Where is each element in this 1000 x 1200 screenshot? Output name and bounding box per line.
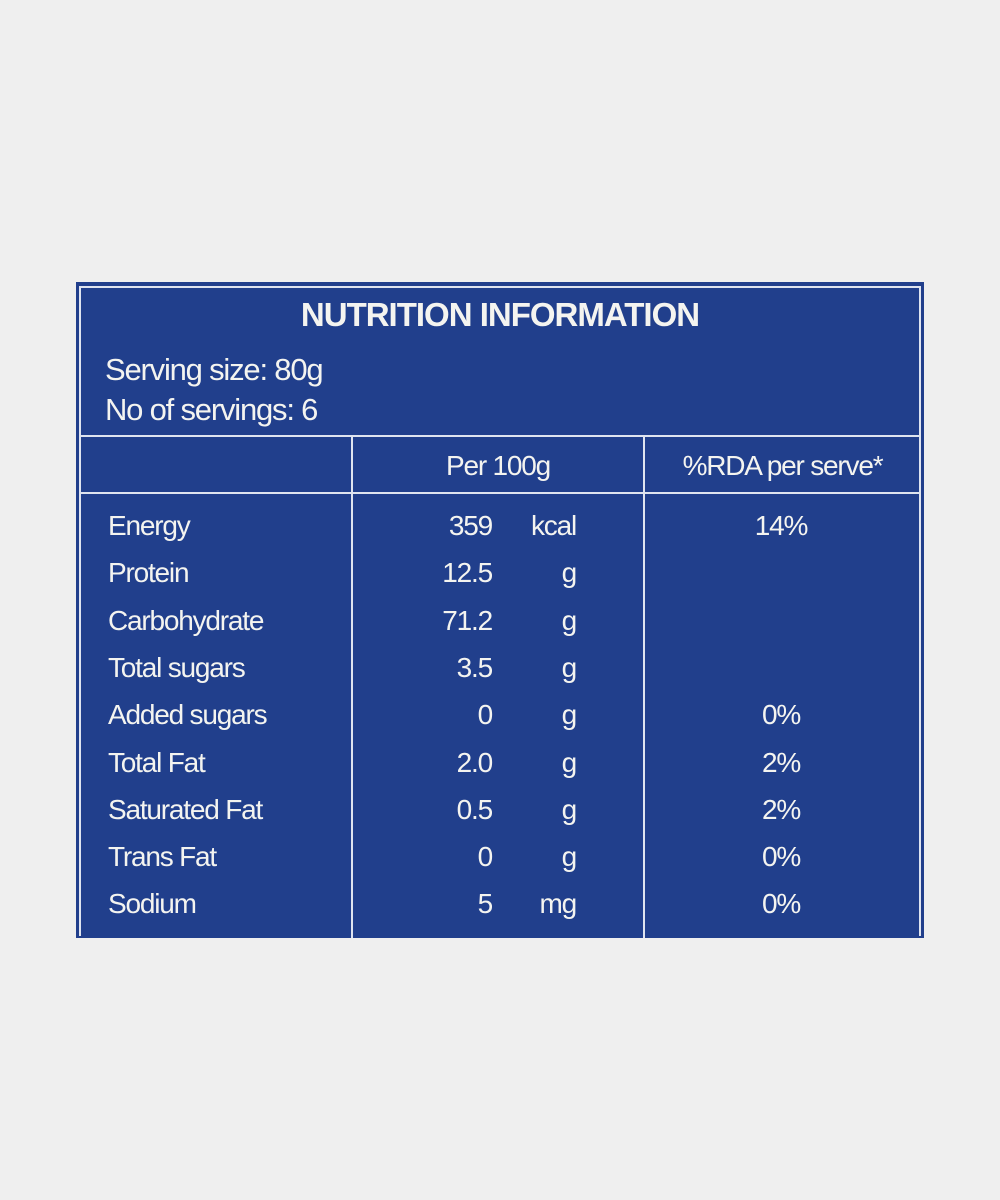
nutrient-rda: 14% (754, 510, 809, 541)
nutrient-unit: g (561, 841, 578, 873)
nutrient-value: 0.5 (456, 793, 494, 825)
nutrient-unit: g (561, 699, 578, 731)
nutrient-row: Total Fat 2.0 g 2% (76, 741, 924, 787)
nutrition-label: NUTRITION INFORMATION Serving size: 80g … (76, 282, 924, 938)
nutrient-unit: g (561, 651, 578, 683)
nutrient-unit: mg (539, 888, 578, 920)
header-per-100g: Per 100g (445, 450, 551, 481)
nutrient-value: 5 (477, 888, 494, 920)
nutrient-row: Carbohydrate 71.2 g (76, 599, 924, 645)
nutrient-name: Added sugars (108, 699, 268, 731)
nutrient-unit: g (561, 793, 578, 825)
nutrient-rda: 2% (761, 746, 801, 778)
nutrient-name: Energy (108, 510, 191, 541)
nutrient-row: Energy 359 kcal 14% (76, 504, 924, 550)
nutrient-value: 3.5 (456, 651, 494, 683)
nutrient-name: Sodium (108, 888, 197, 920)
nutrient-unit: kcal (531, 510, 577, 541)
nutrient-value: 359 (448, 510, 493, 541)
nutrient-name: Saturated Fat (108, 793, 263, 825)
nutrient-row: Sodium 5 mg 0% (76, 882, 924, 928)
nutrient-row: Added sugars 0 g 0% (76, 693, 924, 739)
nutrient-name: Total sugars (108, 651, 246, 683)
nutrient-rda: 2% (761, 793, 801, 825)
nutrient-rda: 0% (761, 841, 801, 873)
nutrient-row: Total sugars 3.5 g (76, 646, 924, 692)
servings-count: No of servings: 6 (105, 392, 318, 427)
nutrient-name: Total Fat (108, 746, 206, 778)
nutrient-name: Protein (108, 557, 190, 589)
nutrient-name: Trans Fat (108, 841, 217, 873)
nutrient-value: 0 (477, 841, 494, 873)
nutrient-row: Trans Fat 0 g 0% (76, 835, 924, 881)
column-divider (643, 435, 645, 938)
label-frame (79, 286, 921, 936)
nutrient-row: Protein 12.5 g (76, 551, 924, 597)
nutrient-unit: g (561, 604, 578, 636)
nutrient-value: 12.5 (442, 557, 493, 589)
nutrient-unit: g (561, 557, 578, 589)
nutrient-value: 0 (477, 699, 494, 731)
divider (79, 435, 921, 437)
divider (79, 492, 921, 494)
nutrient-name: Carbohydrate (108, 604, 264, 636)
nutrient-rda: 0% (761, 699, 801, 731)
label-title: NUTRITION INFORMATION (300, 296, 700, 333)
nutrient-rda: 0% (761, 888, 801, 920)
column-divider (351, 435, 353, 938)
nutrient-value: 71.2 (442, 604, 493, 636)
header-rda: %RDA per serve* (682, 450, 884, 481)
nutrient-unit: g (561, 746, 578, 778)
nutrient-row: Saturated Fat 0.5 g 2% (76, 788, 924, 834)
serving-size: Serving size: 80g (105, 352, 324, 387)
nutrient-value: 2.0 (456, 746, 494, 778)
